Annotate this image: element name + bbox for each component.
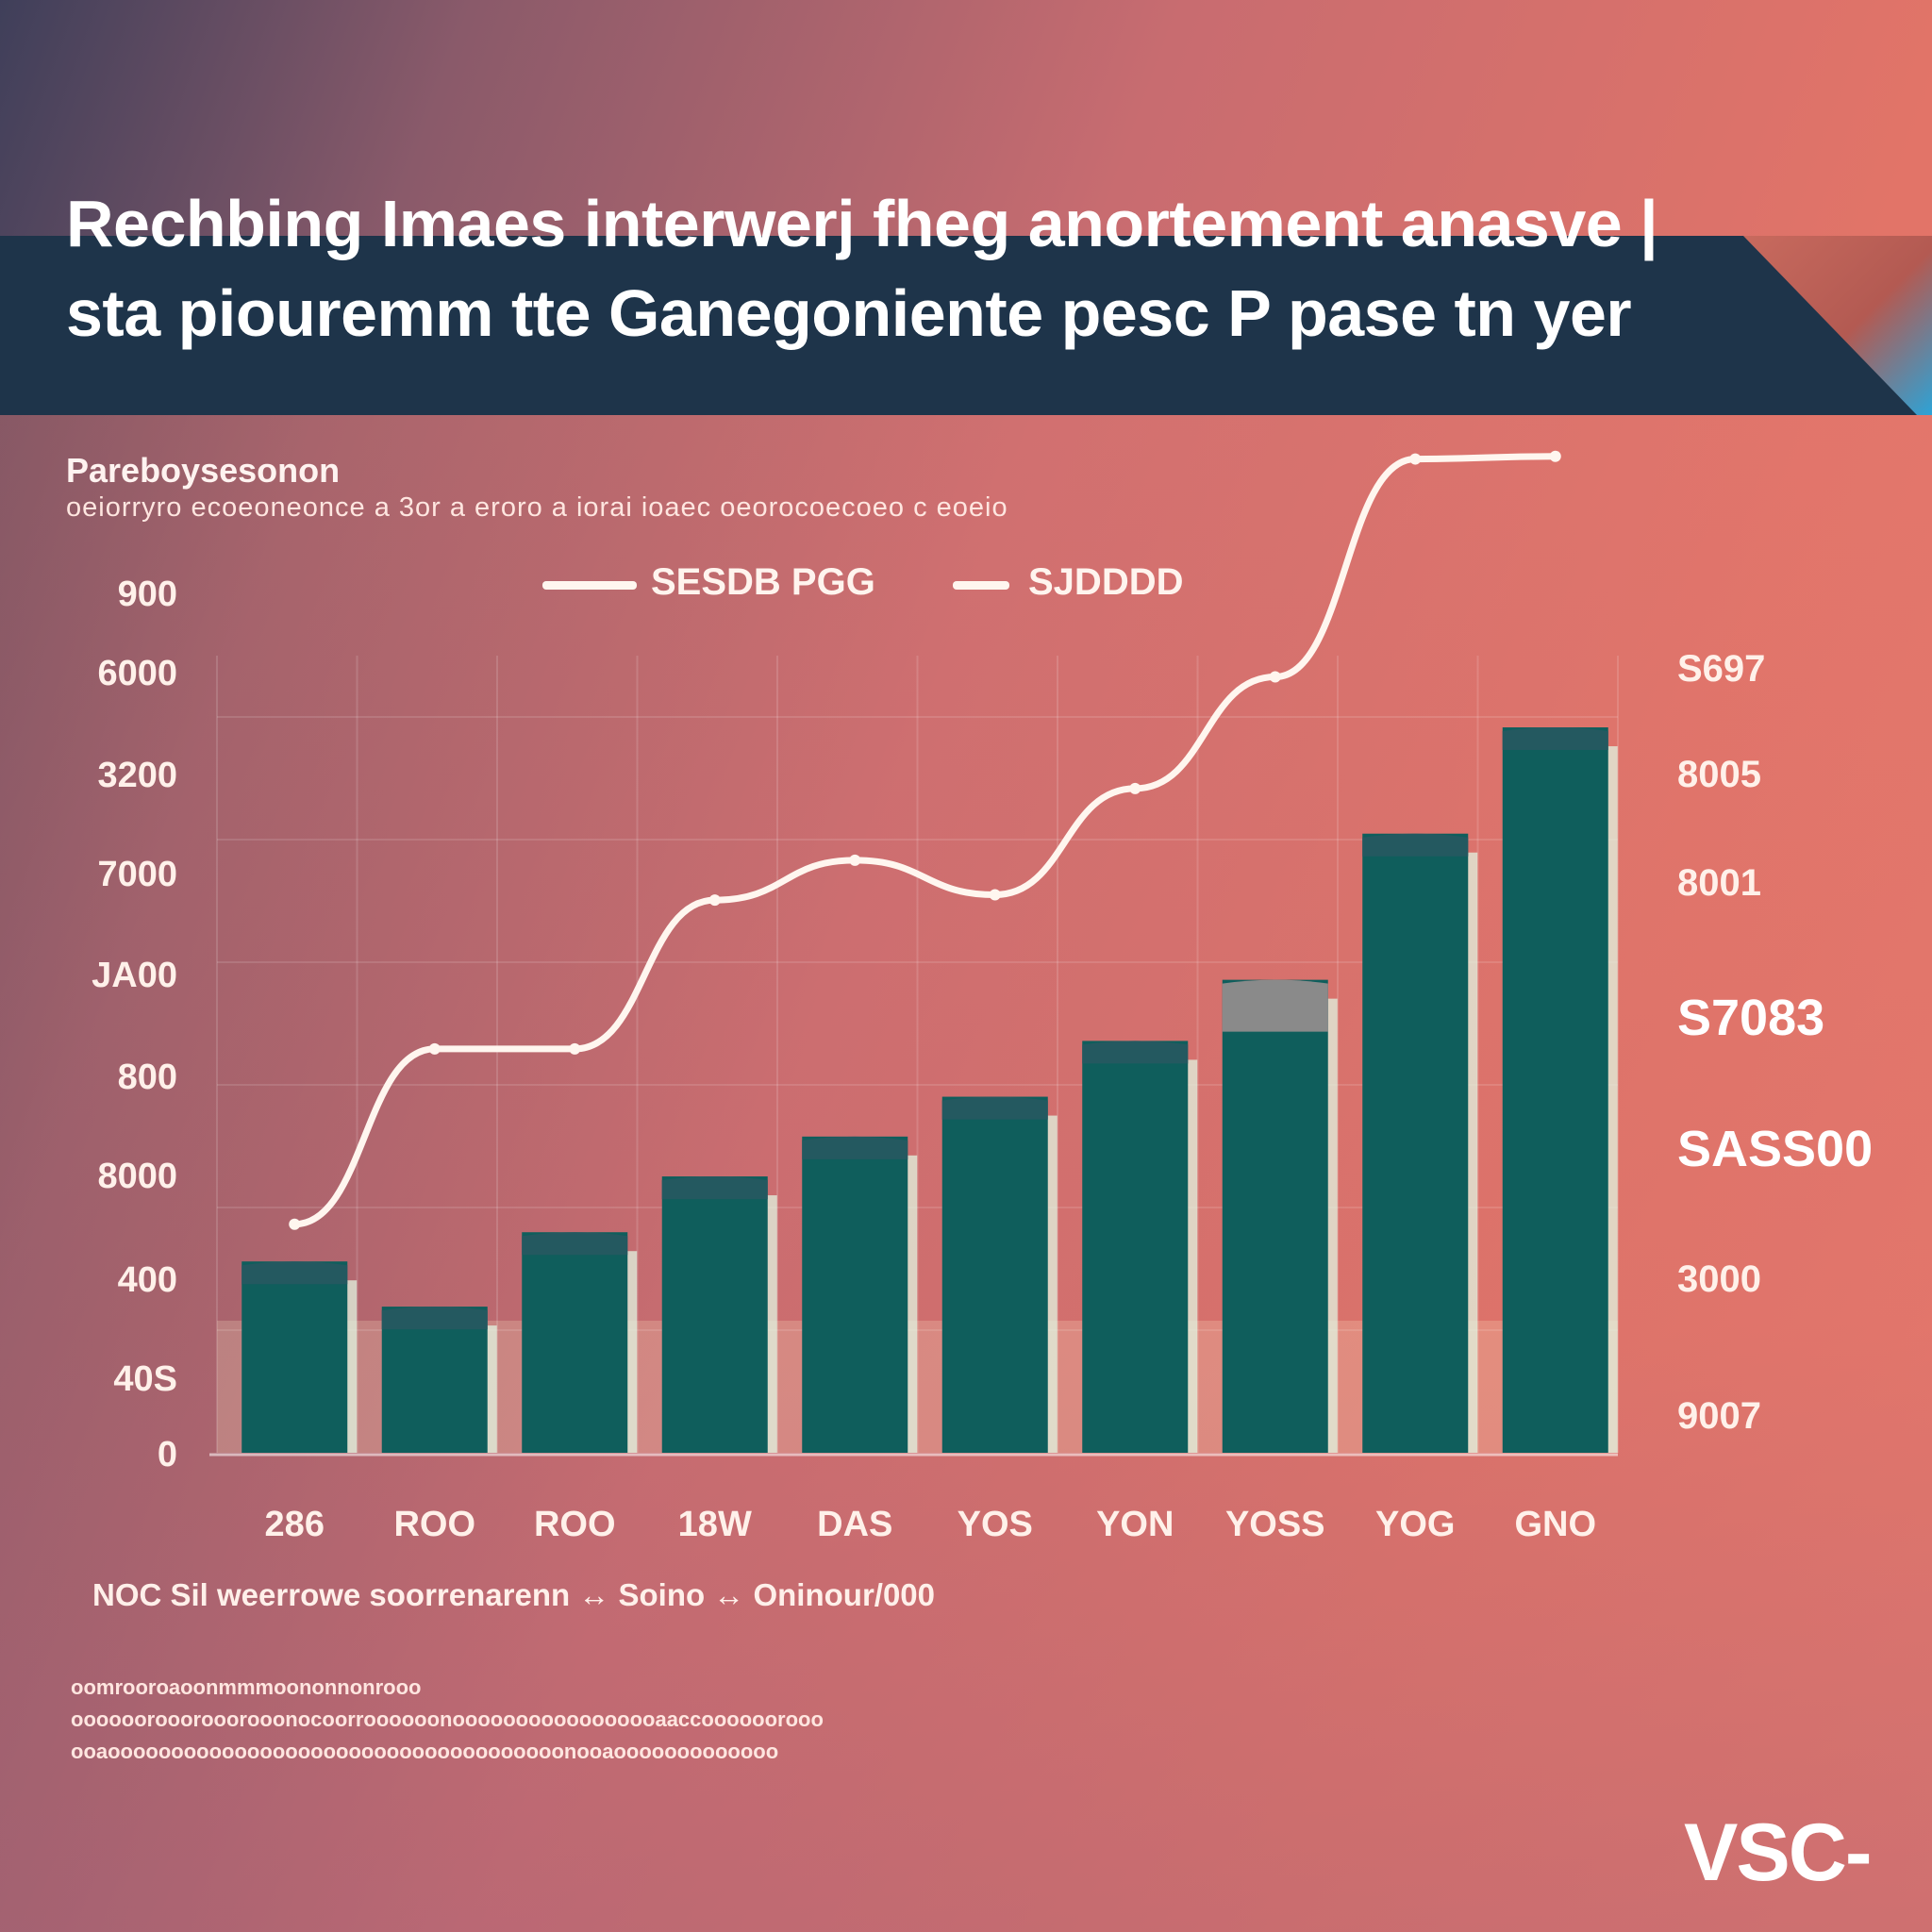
y-left-tick-label: 6000 — [97, 654, 177, 693]
chart-description: oeiorryro ecoeoneonce a 3or a eroro a io… — [66, 492, 1008, 523]
bar — [1362, 833, 1478, 1453]
legend-swatch-line — [953, 581, 1009, 590]
bar — [941, 1096, 1058, 1453]
y-left-tick-label: 900 — [118, 575, 177, 614]
y-left-tick-label: 400 — [118, 1260, 177, 1300]
y-left-tick-label: 8000 — [97, 1157, 177, 1196]
line-point — [1409, 453, 1422, 465]
y-left-tick-label: 800 — [118, 1058, 177, 1097]
bar-cap — [242, 1261, 348, 1285]
x-tick-label: YOSS — [1225, 1505, 1325, 1544]
brand-logo: VSC- — [1684, 1807, 1872, 1898]
line-series — [291, 453, 1559, 1228]
x-tick-label: YOS — [958, 1505, 1033, 1544]
line-point — [428, 1042, 441, 1055]
y-left-tick-label: 0 — [158, 1435, 177, 1474]
y-right-tick-label: 8001 — [1677, 862, 1761, 904]
bar-body — [661, 1176, 768, 1453]
y-right-tick-label: S7083 — [1677, 990, 1824, 1046]
bar — [522, 1232, 638, 1453]
x-tick-label: ROO — [534, 1505, 616, 1544]
x-tick-labels: 286 ROO ROO 18W DAS YOS YON YOSS YOG GNO — [265, 1505, 1596, 1544]
chart-subheading: Pareboysesonon — [66, 451, 341, 490]
legend-swatch-bars — [542, 581, 637, 590]
bar-cap — [381, 1307, 488, 1330]
bar-body — [1502, 727, 1608, 1453]
bar-cap — [1362, 833, 1469, 857]
y-left-tick-label: JA00 — [92, 956, 177, 995]
y-left-tick-label: 7000 — [97, 855, 177, 894]
bar-body — [1222, 979, 1328, 1453]
x-tick-label: YON — [1096, 1505, 1174, 1544]
bar-cap — [661, 1176, 768, 1200]
bar — [1502, 727, 1618, 1453]
line-point — [849, 854, 861, 866]
chart-note: NOC Sil weerrowe soorrenarenn ↔ Soino ↔ … — [92, 1577, 936, 1612]
bar-cap — [522, 1232, 628, 1256]
y-right-tick-label: SASS00 — [1677, 1121, 1873, 1177]
bar-body — [802, 1136, 908, 1453]
bar-body — [1082, 1041, 1189, 1453]
fineprint: oomrooroaoonmmmoononnonrooo ooooooroooro… — [71, 1674, 1061, 1771]
fineprint-line-1: oomrooroaoonmmmoononnonrooo — [71, 1675, 422, 1699]
line-point — [708, 894, 721, 907]
bar-body — [1362, 833, 1469, 1453]
y-left-tick-label: 40S — [113, 1359, 177, 1399]
bar — [242, 1261, 358, 1453]
bar-cap — [1502, 727, 1608, 751]
line-point — [289, 1218, 301, 1230]
legend-label-bars: SESDB PGG — [651, 561, 875, 603]
bar-body — [381, 1307, 488, 1453]
bar-cap — [941, 1096, 1048, 1120]
fineprint-line-2: oooooorooorooorooonocoorroooooonoooooooo… — [71, 1707, 824, 1731]
x-tick-label: ROO — [393, 1505, 475, 1544]
bar — [661, 1176, 777, 1453]
y-right-tick-label: 9007 — [1677, 1395, 1761, 1437]
title-line-2: sta piouremm tte Ganegoniente pesc P pas… — [66, 276, 1632, 350]
x-tick-label: GNO — [1514, 1505, 1596, 1544]
bar — [1222, 979, 1338, 1453]
x-tick-label: YOG — [1375, 1505, 1455, 1544]
y-right-tick-label: S697 — [1677, 648, 1765, 690]
line-point — [569, 1042, 581, 1055]
x-tick-label: 18W — [678, 1505, 752, 1544]
bar — [381, 1307, 497, 1453]
y-left-tick-label: 3200 — [97, 756, 177, 795]
legend-label-line: SJDDDD — [1028, 561, 1184, 603]
title-banner — [0, 236, 1932, 415]
bar-cap — [1222, 979, 1328, 1032]
bar-cap — [802, 1136, 908, 1159]
line-point — [1129, 782, 1141, 794]
bar — [1082, 1041, 1198, 1453]
y-right-tick-label: 8005 — [1677, 754, 1761, 795]
x-tick-label: 286 — [265, 1505, 325, 1544]
bar-series — [242, 727, 1618, 1453]
chart-title: Rechbing Imaes interwerj fheg anortement… — [66, 179, 1858, 358]
y-right-tick-labels: 9007 3000 SASS00 S7083 8001 8005 S697 — [1677, 648, 1873, 1437]
fineprint-line-3: ooaoooooooooooooooooooooooooooooooooooon… — [71, 1740, 779, 1763]
bar-body — [941, 1096, 1048, 1453]
x-tick-label: DAS — [817, 1505, 892, 1544]
line-point — [989, 889, 1001, 901]
bar-cap — [1082, 1041, 1189, 1064]
bar-body — [242, 1261, 348, 1453]
y-right-tick-label: 3000 — [1677, 1258, 1761, 1300]
line-point — [1549, 450, 1561, 462]
bar — [802, 1136, 918, 1453]
line-points — [289, 450, 1561, 1230]
y-left-tick-labels: 0 40S 400 8000 800 JA00 7000 3200 6000 900 — [92, 575, 177, 1474]
line-point — [1269, 671, 1281, 683]
title-line-1: Rechbing Imaes interwerj fheg anortement… — [66, 187, 1658, 260]
bar-body — [522, 1232, 628, 1453]
